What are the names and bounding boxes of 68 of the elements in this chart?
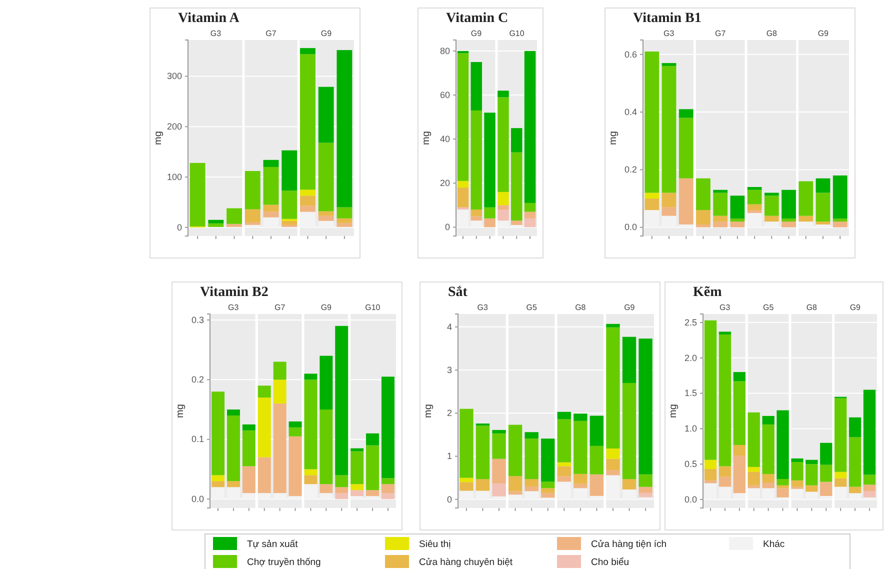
- y-axis-title: mg: [421, 131, 432, 145]
- legend-label: Khác: [763, 539, 785, 550]
- y-tick-label: 0.0: [684, 494, 697, 504]
- text: G10: [365, 303, 381, 312]
- text: G3: [477, 303, 488, 312]
- legend-label: Cửa hàng chuyên biệt: [419, 557, 513, 568]
- y-tick-label: 1: [446, 451, 452, 462]
- legend-label: Cho biểu: [591, 557, 630, 568]
- text: G3: [228, 303, 240, 312]
- chart-title: Vitamin A: [178, 11, 240, 26]
- legend-label: Siêu thị: [419, 539, 451, 550]
- text: G7: [715, 29, 726, 38]
- y-tick-label: 4: [446, 322, 452, 332]
- y-tick-label: 0.4: [624, 106, 637, 117]
- y-tick-label: 0: [444, 222, 450, 232]
- y-tick-label: 80: [440, 46, 450, 56]
- y-tick-label: 40: [440, 134, 450, 144]
- y-tick-label: 2.0: [684, 352, 697, 363]
- y-tick-label: 0.6: [624, 49, 637, 60]
- y-tick-label: 0.2: [624, 164, 637, 175]
- text: G10: [509, 29, 525, 38]
- y-axis-title: mg: [423, 404, 434, 418]
- text: G9: [818, 29, 830, 38]
- y-tick-label: 0.1: [191, 434, 204, 444]
- legend-label: Cửa hàng tiện ích: [591, 539, 667, 550]
- text: G8: [806, 303, 818, 312]
- y-tick-label: 1.5: [684, 388, 697, 398]
- y-tick-label: 0.3: [191, 314, 204, 325]
- chart-title: Kẽm: [693, 285, 722, 300]
- y-axis-title: mg: [668, 404, 679, 418]
- y-axis-title: mg: [608, 131, 619, 145]
- text: G8: [575, 303, 586, 312]
- y-tick-label: 2: [446, 408, 452, 418]
- y-tick-label: 200: [166, 122, 182, 132]
- text: G7: [274, 303, 286, 312]
- text: G9: [850, 303, 862, 312]
- y-tick-label: 3: [446, 364, 452, 375]
- y-tick-label: 100: [166, 172, 182, 182]
- text: G3: [664, 29, 675, 38]
- y-tick-label: 0.0: [624, 222, 637, 232]
- y-tick-label: 300: [166, 71, 182, 82]
- y-tick-label: 1.0: [684, 424, 697, 434]
- chart-title: Sắt: [448, 285, 468, 300]
- text: G9: [624, 303, 636, 312]
- text: G3: [719, 303, 731, 312]
- chart-title: Vitamin B2: [200, 285, 268, 300]
- y-tick-label: 60: [440, 90, 450, 100]
- y-tick-label: 2.5: [684, 317, 697, 328]
- chart-title: Vitamin B1: [633, 11, 702, 26]
- text: G5: [526, 303, 538, 312]
- y-axis-title: mg: [175, 404, 186, 418]
- y-axis-title: mg: [153, 131, 164, 145]
- y-tick-label: 20: [440, 178, 450, 188]
- text: G9: [320, 29, 332, 38]
- text: G5: [762, 303, 774, 312]
- y-tick-label: 0: [176, 222, 182, 232]
- chart-title: Vitamin C: [446, 11, 508, 26]
- text: G9: [470, 29, 482, 38]
- legend-label: Chợ truyền thống: [247, 557, 321, 568]
- text: G9: [320, 303, 332, 312]
- y-tick-label: 0.5: [684, 458, 697, 469]
- y-tick-label: 0.0: [191, 494, 204, 504]
- text: G7: [266, 29, 277, 38]
- text: G8: [766, 29, 778, 38]
- text: G3: [210, 29, 222, 38]
- legend-label: Tự sản xuất: [247, 539, 298, 550]
- y-tick-label: 0: [446, 494, 452, 504]
- y-tick-label: 0.2: [191, 374, 204, 385]
